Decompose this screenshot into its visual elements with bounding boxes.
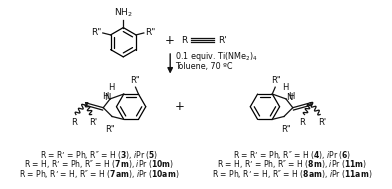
Text: R = R’ = Ph, R″ = H ($\mathbf{3}$), $i$Pr ($\mathbf{5}$): R = R’ = Ph, R″ = H ($\mathbf{3}$), $i$P… — [40, 149, 158, 161]
Text: R": R" — [271, 76, 281, 85]
Text: H: H — [108, 83, 114, 92]
Text: 0.1 equiv. Ti(NMe$_2$)$_4$: 0.1 equiv. Ti(NMe$_2$)$_4$ — [175, 50, 258, 63]
Text: R = Ph, R’ = H, R″ = H ($\mathbf{7am}$), $i$Pr ($\mathbf{10am}$): R = Ph, R’ = H, R″ = H ($\mathbf{7am}$),… — [19, 168, 179, 180]
Text: H: H — [288, 92, 294, 101]
Text: R: R — [181, 36, 187, 45]
Text: N: N — [104, 93, 110, 102]
Text: H: H — [102, 92, 109, 101]
Text: R": R" — [130, 76, 139, 85]
Text: R': R' — [218, 36, 227, 45]
Text: H: H — [282, 83, 288, 92]
Text: R = H, R’ = Ph, R″ = H ($\mathbf{8m}$), $i$Pr ($\mathbf{11m}$): R = H, R’ = Ph, R″ = H ($\mathbf{8m}$), … — [217, 158, 367, 170]
Text: R': R' — [318, 119, 326, 127]
Text: NH$_2$: NH$_2$ — [114, 6, 132, 19]
Text: +: + — [175, 100, 185, 113]
Text: R = R’ = Ph, R″ = H ($\mathbf{4}$), $i$Pr ($\mathbf{6}$): R = R’ = Ph, R″ = H ($\mathbf{4}$), $i$P… — [233, 149, 352, 161]
Text: R": R" — [105, 125, 115, 134]
Text: R': R' — [89, 119, 98, 127]
Text: R: R — [71, 119, 77, 127]
Text: R = Ph, R’ = H, R″ = H ($\mathbf{8am}$), $i$Pr ($\mathbf{11am}$): R = Ph, R’ = H, R″ = H ($\mathbf{8am}$),… — [212, 168, 372, 180]
Text: R": R" — [145, 29, 155, 37]
Text: N: N — [286, 93, 292, 102]
Text: +: + — [165, 34, 175, 47]
Text: R": R" — [281, 125, 291, 134]
Text: R: R — [299, 119, 305, 127]
Text: Toluene, 70 ºC: Toluene, 70 ºC — [175, 62, 232, 71]
Text: R": R" — [91, 29, 102, 37]
Text: R = H, R’ = Ph, R″ = H ($\mathbf{7m}$), $i$Pr ($\mathbf{10m}$): R = H, R’ = Ph, R″ = H ($\mathbf{7m}$), … — [24, 158, 174, 170]
